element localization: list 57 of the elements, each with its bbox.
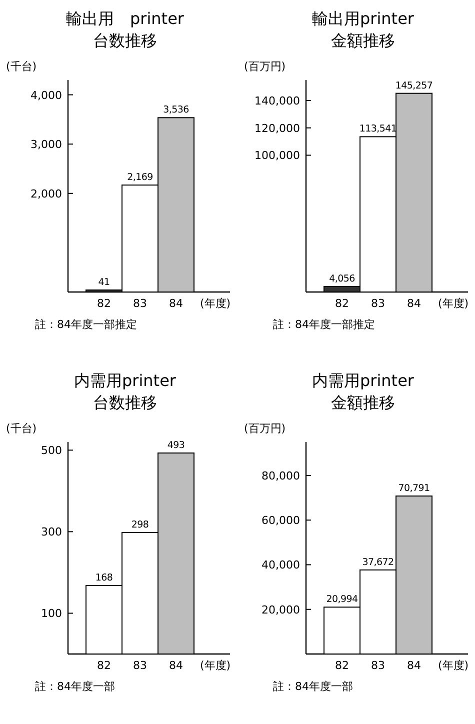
data-label: 493 <box>167 440 185 452</box>
x-tick-label: 83 <box>371 297 385 310</box>
text: 註：84年度一部 <box>35 680 115 693</box>
x-tick-label: 83 <box>133 297 147 310</box>
x-tick-label: 82 <box>97 659 111 672</box>
chart-title: 輸出用 printer <box>66 9 184 28</box>
x-tick-label: 82 <box>335 297 349 310</box>
data-label: 298 <box>131 520 149 531</box>
y-axis-title: (百万円) <box>244 60 286 73</box>
data-label: 37,672 <box>362 556 394 568</box>
chart-subtitle: 台数推移 <box>93 393 157 412</box>
y-tick-label: 2,000 <box>30 187 62 200</box>
x-tick-label: 82 <box>335 659 349 672</box>
x-tick-label: 84 <box>169 659 183 672</box>
y-tick-label: 100,000 <box>254 149 300 162</box>
data-label: 41 <box>98 276 110 288</box>
x-tick-label: 82 <box>97 297 111 310</box>
data-label: 145,257 <box>395 80 433 92</box>
chart-subtitle: 金額推移 <box>331 393 395 412</box>
y-tick-label: 140,000 <box>254 94 300 108</box>
text: 註：84年度一部推定 <box>273 318 375 331</box>
text: 註：84年度一部 <box>273 680 353 693</box>
chart-title: 内需用printer <box>74 371 176 390</box>
data-label: 113,541 <box>359 124 397 135</box>
chart-title: 内需用printer <box>312 371 414 390</box>
data-label: 20,994 <box>326 594 358 606</box>
chart-title: 輸出用printer <box>312 9 414 28</box>
y-axis-title: (千台) <box>6 60 37 73</box>
y-tick-label: 60,000 <box>262 514 300 528</box>
x-axis-title: (年度) <box>200 659 231 672</box>
y-axis-title: (千台) <box>6 422 37 435</box>
y-tick-label: 20,000 <box>262 603 300 616</box>
x-axis-title: (年度) <box>438 659 469 672</box>
y-tick-label: 4,000 <box>30 88 62 102</box>
data-label: 4,056 <box>329 273 356 284</box>
y-tick-label: 120,000 <box>254 122 300 135</box>
y-axis-title: (百万円) <box>244 422 286 435</box>
x-tick-label: 83 <box>133 659 147 672</box>
y-tick-label: 500 <box>41 444 62 458</box>
x-tick-label: 83 <box>371 659 385 672</box>
x-tick-label: 84 <box>169 297 183 310</box>
y-tick-label: 80,000 <box>262 469 300 482</box>
y-tick-label: 100 <box>41 607 62 620</box>
text: 註：84年度一部推定 <box>35 318 137 331</box>
y-tick-label: 40,000 <box>262 558 300 572</box>
data-label: 3,536 <box>163 104 190 116</box>
chart-subtitle: 金額推移 <box>331 31 395 50</box>
chart-subtitle: 台数推移 <box>93 31 157 50</box>
x-tick-label: 84 <box>407 659 421 672</box>
x-axis-title: (年度) <box>438 297 469 310</box>
x-tick-label: 84 <box>407 297 421 310</box>
y-tick-label: 3,000 <box>30 138 62 152</box>
data-label: 168 <box>95 572 113 584</box>
y-tick-label: 300 <box>41 526 62 539</box>
data-label: 70,791 <box>398 483 430 494</box>
x-axis-title: (年度) <box>200 297 231 310</box>
data-label: 2,169 <box>127 172 154 184</box>
